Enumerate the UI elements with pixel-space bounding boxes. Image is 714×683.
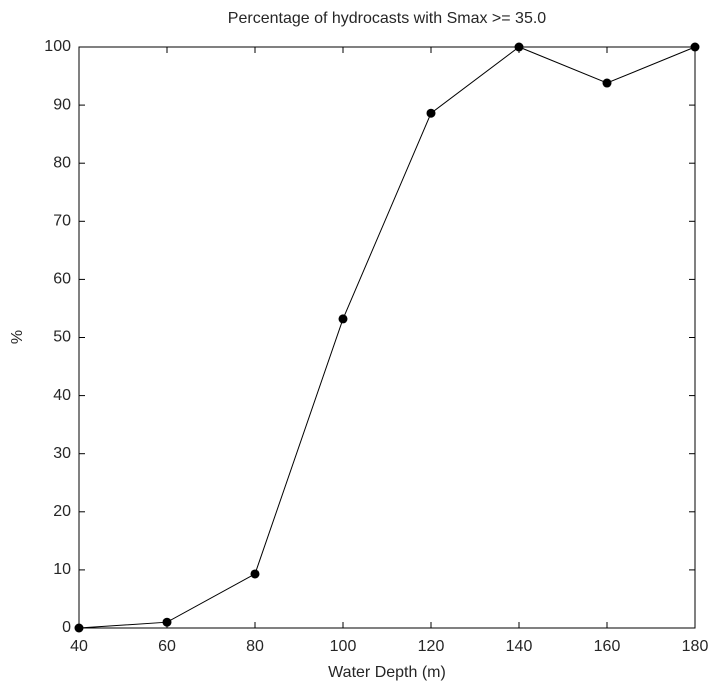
y-tick-label: 40	[53, 387, 71, 404]
data-point	[602, 78, 612, 88]
x-tick-label: 40	[70, 638, 88, 655]
data-point	[250, 569, 260, 579]
y-tick-label: 60	[53, 271, 71, 288]
y-tick-label: 20	[53, 503, 71, 520]
y-tick-label: 50	[53, 329, 71, 346]
chart-title: Percentage of hydrocasts with Smax >= 35…	[228, 10, 547, 27]
x-tick-label: 80	[246, 638, 264, 655]
data-line	[78, 46, 696, 629]
y-tick-label: 30	[53, 445, 71, 462]
plot-frame	[78, 46, 696, 629]
data-point	[690, 42, 700, 52]
data-point	[338, 314, 348, 324]
data-point	[514, 42, 524, 52]
y-tick-label: 80	[53, 154, 71, 171]
x-tick-label: 60	[158, 638, 176, 655]
x-tick-label: 160	[594, 638, 621, 655]
data-point	[426, 108, 436, 118]
y-tick-label: 0	[62, 619, 71, 636]
x-tick-label: 100	[330, 638, 357, 655]
x-tick-label: 180	[682, 638, 709, 655]
y-tick-label: 10	[53, 561, 71, 578]
data-point	[162, 617, 172, 627]
x-tick-label: 140	[506, 638, 533, 655]
y-tick-label: 70	[53, 213, 71, 230]
y-axis-label: %	[9, 330, 26, 344]
y-tick-label: 90	[53, 96, 71, 113]
x-tick-label: 120	[418, 638, 445, 655]
y-tick-label: 100	[44, 38, 71, 55]
x-axis-label: Water Depth (m)	[328, 664, 446, 681]
data-point	[74, 623, 84, 633]
